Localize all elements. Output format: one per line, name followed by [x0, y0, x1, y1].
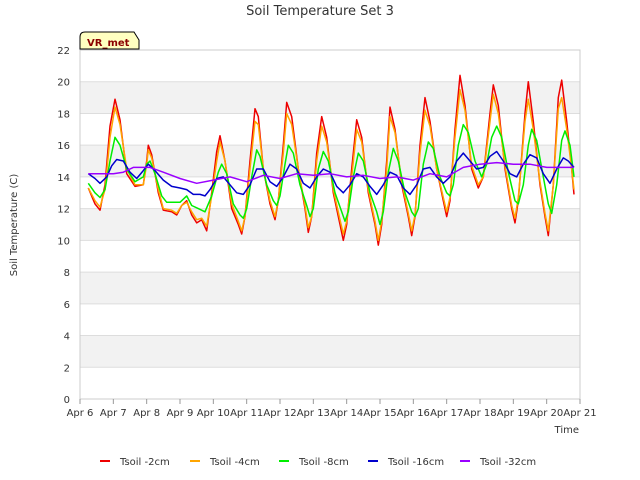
background-band: [80, 208, 580, 241]
x-tick-label: Apr 13: [297, 408, 330, 419]
x-tick-label: Apr 10: [197, 408, 230, 419]
legend-label: Tsoil -8cm: [298, 457, 349, 468]
legend-label: Tsoil -16cm: [387, 457, 444, 468]
x-tick-label: Apr 14: [330, 408, 363, 419]
plot-grid: [80, 49, 580, 400]
y-tick-label: 6: [64, 300, 70, 311]
series-lines: [87, 74, 575, 246]
y-axis: 0 2 4 6 8 10 12 14 16 18 20 22: [57, 46, 70, 406]
series-line: [87, 123, 575, 226]
x-tick-label: Apr 12: [263, 408, 296, 419]
legend: Tsoil -2cm Tsoil -4cm Tsoil -8cm Tsoil -16c…: [100, 457, 536, 468]
x-tick-label: Apr 11: [230, 408, 263, 419]
y-tick-label: 2: [64, 363, 70, 374]
badge-label: VR_met: [87, 38, 130, 49]
y-tick-label: 22: [57, 46, 70, 57]
y-tick-label: 10: [57, 236, 70, 247]
x-tick-label: Apr 20: [530, 408, 563, 419]
legend-label: Tsoil -4cm: [209, 457, 260, 468]
background-band: [80, 272, 580, 304]
legend-label: Tsoil -2cm: [119, 457, 170, 468]
y-tick-label: 12: [57, 205, 70, 216]
series-line: [87, 150, 575, 197]
x-axis-label: Time: [554, 425, 579, 436]
x-tick-label: Apr 16: [397, 408, 430, 419]
background-band: [80, 81, 580, 114]
x-tick-label: Apr 18: [463, 408, 496, 419]
y-tick-label: 8: [64, 268, 70, 279]
badge-box: [79, 31, 140, 50]
x-tick-label: Apr 9: [167, 408, 194, 419]
background-band: [80, 335, 580, 368]
y-axis-label: Soil Temperature (C): [9, 174, 20, 277]
x-tick-label: Apr 8: [133, 408, 160, 419]
plot-bands: [80, 81, 580, 368]
y-tick-label: 20: [57, 78, 70, 89]
x-tick-label: Apr 17: [430, 408, 463, 419]
x-axis: Apr 6 Apr 7 Apr 8 Apr 9 Apr 10 Apr 11 Apr 12 Ap…: [67, 399, 597, 419]
x-tick-label: Apr 15: [363, 408, 396, 419]
series-line: [88, 161, 574, 185]
vr-met-badge: VR_met: [79, 31, 140, 50]
plot-border: [79, 49, 581, 400]
y-tick-label: 16: [57, 141, 70, 152]
x-tick-label: Apr 7: [100, 408, 127, 419]
chart-title: Soil Temperature Set 3: [246, 4, 394, 19]
y-tick-label: 0: [64, 395, 70, 406]
x-tick-label: Apr 6: [67, 408, 94, 419]
x-tick-label: Apr 21: [563, 408, 596, 419]
y-tick-label: 14: [57, 173, 70, 184]
y-tick-label: 4: [64, 332, 70, 343]
series-line: [87, 88, 575, 242]
y-tick-label: 18: [57, 109, 70, 120]
x-tick-label: Apr 19: [497, 408, 530, 419]
legend-label: Tsoil -32cm: [479, 457, 536, 468]
